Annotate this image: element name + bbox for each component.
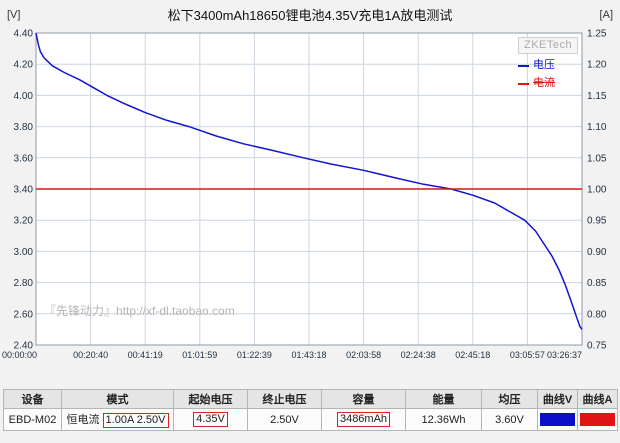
svg-text:00:20:40: 00:20:40 [73, 350, 108, 360]
curve-a-swatch[interactable] [580, 413, 615, 426]
header-mode: 模式 [61, 389, 174, 409]
chart-title: 松下3400mAh18650锂电池4.35V充电1A放电测试 [167, 8, 453, 23]
svg-text:0.85: 0.85 [587, 278, 607, 289]
legend-item-current: 电流 [518, 77, 582, 90]
svg-text:0.95: 0.95 [587, 216, 607, 227]
legend-voltage-label: 电压 [533, 59, 555, 71]
svg-text:1.15: 1.15 [587, 91, 607, 102]
curve-a-cell[interactable] [577, 408, 618, 431]
avg-voltage-value: 3.60V [481, 408, 538, 431]
curve-v-cell[interactable] [537, 408, 578, 431]
header-curve-v: 曲线V [537, 389, 578, 409]
svg-text:02:24:38: 02:24:38 [401, 350, 436, 360]
start-voltage-highlight: 4.35V [193, 412, 228, 427]
svg-text:0.75: 0.75 [587, 341, 607, 352]
svg-text:2.60: 2.60 [14, 309, 34, 320]
header-curve-a: 曲线A [577, 389, 618, 409]
voltage-line-icon [518, 64, 529, 67]
svg-text:00:41:19: 00:41:19 [128, 350, 163, 360]
seller-url-watermark: 『先锋动力』http://xf-dl.taobao.com [44, 304, 235, 318]
svg-text:01:43:18: 01:43:18 [291, 350, 326, 360]
svg-text:4.40: 4.40 [14, 29, 34, 40]
svg-text:0.80: 0.80 [587, 309, 607, 320]
capacity-value: 3486mAh [321, 408, 406, 431]
discharge-chart: 4.40 4.20 4.00 3.80 3.60 3.40 3.20 3.00 2.80 2.60… [2, 29, 607, 361]
header-device: 设备 [3, 389, 62, 409]
table-header-row: 设备 模式 起始电压 终止电压 容量 能量 均压 曲线V 曲线A [3, 389, 618, 409]
capacity-highlight: 3486mAh [336, 412, 391, 427]
header-avg-voltage: 均压 [481, 389, 538, 409]
svg-text:01:22:39: 01:22:39 [237, 350, 272, 360]
svg-text:02:03:58: 02:03:58 [346, 350, 381, 360]
svg-text:00:00:00: 00:00:00 [2, 350, 37, 360]
legend-item-voltage: 电压 [518, 59, 582, 72]
svg-text:03:05:57: 03:05:57 [510, 350, 545, 360]
header-end-voltage: 终止电压 [247, 389, 322, 409]
header-start-voltage: 起始电压 [173, 389, 248, 409]
mode-setting-highlight: 1.00A 2.50V [102, 413, 169, 428]
svg-text:1.10: 1.10 [587, 122, 607, 133]
mode-value: 恒电流 1.00A 2.50V [61, 408, 174, 431]
svg-text:1.05: 1.05 [587, 153, 607, 164]
start-voltage-value: 4.35V [173, 408, 248, 431]
svg-text:3.20: 3.20 [14, 216, 34, 227]
right-axis-unit-label: [A] [599, 8, 613, 21]
svg-text:03:26:37: 03:26:37 [547, 350, 582, 360]
svg-text:3.40: 3.40 [14, 185, 34, 196]
svg-text:1.20: 1.20 [587, 60, 607, 71]
svg-text:3.80: 3.80 [14, 122, 34, 133]
svg-text:3.00: 3.00 [14, 247, 34, 258]
device-value: EBD-M02 [3, 408, 62, 431]
svg-text:0.90: 0.90 [587, 247, 607, 258]
result-table: 设备 模式 起始电压 终止电压 容量 能量 均压 曲线V 曲线A EBD-M02… [3, 389, 618, 431]
svg-text:4.00: 4.00 [14, 91, 34, 102]
svg-text:3.60: 3.60 [14, 153, 34, 164]
svg-text:2.80: 2.80 [14, 278, 34, 289]
curve-v-swatch[interactable] [540, 413, 575, 426]
svg-text:01:01:59: 01:01:59 [182, 350, 217, 360]
svg-text:2.40: 2.40 [14, 341, 34, 352]
energy-value: 12.36Wh [405, 408, 482, 431]
header-capacity: 容量 [321, 389, 406, 409]
header-energy: 能量 [405, 389, 482, 409]
left-axis-unit-label: [V] [7, 8, 21, 21]
table-row: EBD-M02 恒电流 1.00A 2.50V 4.35V 2.50V 3486… [3, 408, 618, 431]
end-voltage-value: 2.50V [247, 408, 322, 431]
legend-current-label: 电流 [533, 77, 555, 89]
svg-text:1.25: 1.25 [587, 29, 607, 40]
current-line-icon [518, 82, 529, 85]
zketech-watermark: ZKETech [518, 37, 579, 54]
svg-text:1.00: 1.00 [587, 185, 607, 196]
mode-prefix: 恒电流 [66, 414, 100, 426]
svg-text:02:45:18: 02:45:18 [455, 350, 490, 360]
svg-text:4.20: 4.20 [14, 60, 34, 71]
chart-header: [V] 松下3400mAh18650锂电池4.35V充电1A放电测试 [A] [0, 5, 620, 24]
chart-legend: ZKETech 电压 电流 [518, 37, 582, 90]
